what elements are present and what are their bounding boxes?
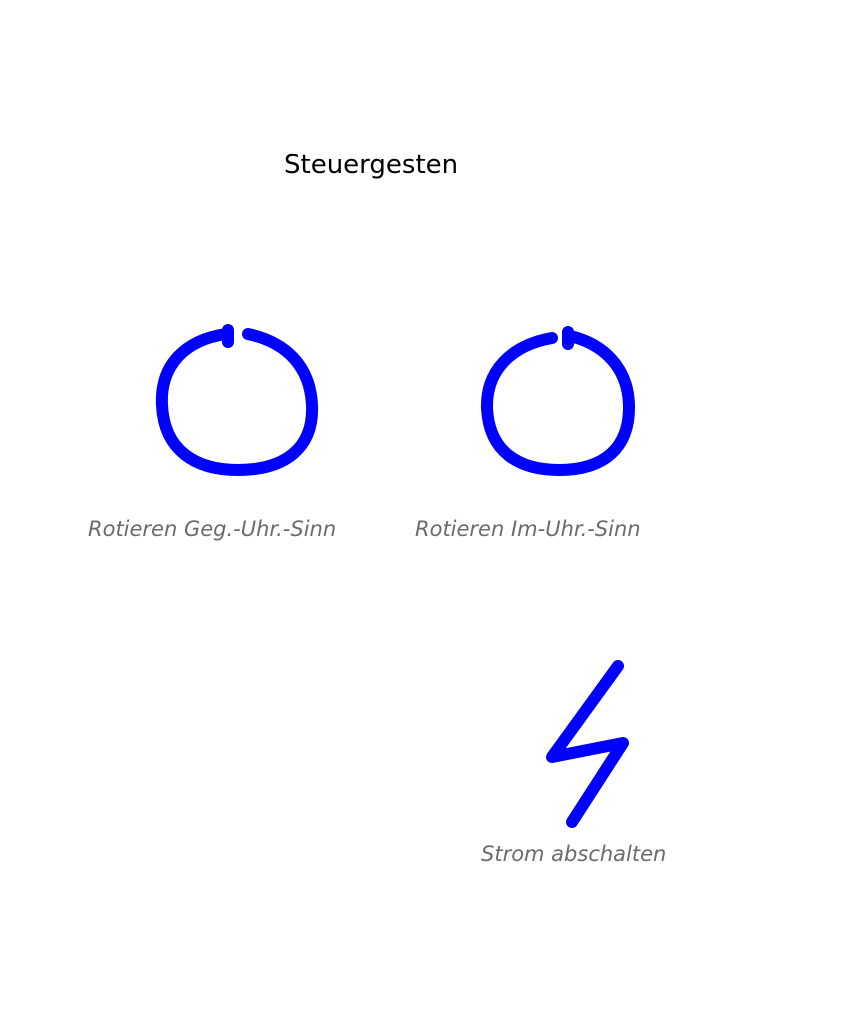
clockwise-stroke [480, 330, 636, 476]
counterclockwise-stroke [155, 328, 319, 476]
lightning-bolt-icon [546, 660, 629, 828]
gesture-label-power-off: Strom abschalten [481, 842, 667, 866]
clockwise-circle-icon [480, 326, 636, 476]
lightning-stroke [546, 660, 629, 828]
gesture-label-counterclockwise: Rotieren Geg.-Uhr.-Sinn [88, 517, 337, 541]
counterclockwise-circle-icon [155, 324, 319, 476]
gesture-label-clockwise: Rotieren Im-Uhr.-Sinn [415, 517, 641, 541]
diagram-title: Steuergesten [284, 150, 459, 180]
